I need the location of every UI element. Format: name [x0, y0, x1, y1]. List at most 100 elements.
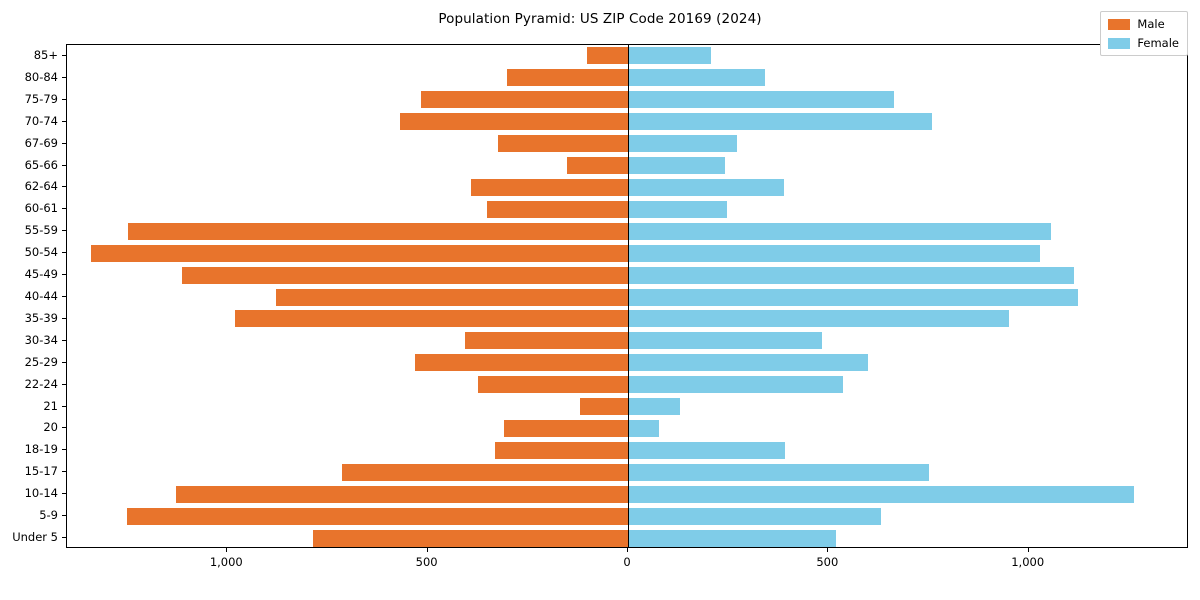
bar-female-under-5	[628, 529, 837, 547]
x-tick-mark	[1027, 548, 1029, 552]
bar-female-21	[628, 398, 681, 416]
y-tick-label: 50-54	[24, 245, 58, 260]
legend-swatch-male	[1108, 18, 1131, 30]
y-tick-mark	[62, 537, 66, 539]
y-tick-label: 85+	[33, 47, 58, 62]
chart-legend: Male Female	[1100, 11, 1188, 56]
bar-female-65-66	[628, 157, 726, 175]
bar-female-25-29	[628, 354, 869, 372]
bar-male-80-84	[506, 69, 628, 87]
bar-male-50-54	[91, 244, 628, 262]
y-tick-mark	[62, 230, 66, 232]
chart-title: Population Pyramid: US ZIP Code 20169 (2…	[438, 11, 762, 27]
bar-male-35-39	[234, 310, 628, 328]
legend-swatch-female	[1108, 37, 1131, 49]
bar-male-65-66	[566, 157, 628, 175]
y-tick-label: 75-79	[24, 91, 58, 106]
x-tick-label: 500	[816, 555, 839, 569]
bar-female-18-19	[628, 441, 786, 459]
y-tick-label: 18-19	[24, 442, 58, 457]
y-tick-mark	[62, 427, 66, 429]
y-tick-mark	[62, 296, 66, 297]
y-tick-mark	[62, 142, 66, 144]
y-tick-label: 30-34	[24, 332, 58, 347]
bar-male-20	[503, 419, 628, 437]
bar-male-67-69	[497, 135, 628, 153]
y-axis-labels: 85+ 80-84 75-79 70-74 67-69 65-66 62-64 60-61 55…	[0, 44, 58, 548]
y-tick-mark	[62, 515, 66, 517]
y-tick-mark	[62, 274, 66, 276]
bar-female-22-24	[628, 376, 844, 394]
y-tick-label: 60-61	[24, 201, 58, 216]
bar-male-21	[579, 398, 628, 416]
bar-female-15-17	[628, 463, 929, 481]
y-tick-mark	[62, 76, 66, 78]
bar-female-10-14	[628, 485, 1135, 503]
bar-female-62-64	[628, 178, 784, 196]
y-tick-label: 35-39	[24, 310, 58, 325]
bar-female-80-84	[628, 69, 766, 87]
legend-label-male: Male	[1137, 17, 1165, 31]
y-tick-label: 62-64	[24, 179, 58, 194]
bar-male-under-5	[312, 529, 628, 547]
bar-female-45-49	[628, 266, 1074, 284]
x-tick-mark	[827, 548, 829, 552]
bar-male-30-34	[464, 332, 628, 350]
bars-layer	[67, 45, 1187, 547]
y-tick-mark	[62, 120, 66, 122]
y-tick-mark	[62, 317, 66, 319]
zero-axis-line	[628, 45, 629, 547]
bar-male-18-19	[494, 441, 628, 459]
bar-female-5-9	[628, 507, 882, 525]
y-tick-label: 40-44	[24, 289, 58, 303]
y-tick-mark	[62, 252, 66, 254]
y-tick-label: 45-49	[24, 267, 58, 282]
x-tick-label: 1,000	[1011, 555, 1045, 569]
y-tick-mark	[62, 383, 66, 385]
x-tick-mark	[226, 548, 228, 552]
bar-male-15-17	[341, 463, 628, 481]
legend-item-male: Male	[1108, 17, 1179, 31]
y-tick-mark	[62, 471, 66, 473]
y-tick-mark	[62, 405, 66, 407]
bar-male-62-64	[470, 178, 628, 196]
y-tick-label: Under 5	[12, 530, 58, 545]
y-tick-label: 20	[43, 420, 58, 435]
bar-female-40-44	[628, 288, 1079, 306]
bar-female-75-79	[628, 91, 894, 109]
bar-male-70-74	[400, 113, 628, 131]
bar-female-85-	[628, 47, 711, 65]
bar-male-5-9	[126, 507, 628, 525]
x-tick-mark	[627, 548, 628, 552]
y-tick-mark	[62, 339, 66, 341]
y-tick-mark	[62, 186, 66, 188]
bar-female-55-59	[628, 222, 1051, 240]
y-tick-mark	[62, 98, 66, 100]
y-tick-label: 65-66	[24, 157, 58, 172]
bar-female-35-39	[628, 310, 1010, 328]
legend-label-female: Female	[1137, 36, 1179, 50]
bar-male-22-24	[478, 376, 628, 394]
bar-male-75-79	[420, 91, 628, 109]
bar-female-50-54	[628, 244, 1041, 262]
plot-area	[66, 44, 1188, 548]
bar-male-60-61	[486, 200, 628, 218]
y-tick-mark	[62, 208, 66, 210]
bar-female-70-74	[628, 113, 932, 131]
x-tick-label: 500	[415, 555, 438, 569]
y-tick-mark	[62, 449, 66, 451]
bar-female-60-61	[628, 200, 728, 218]
y-tick-label: 22-24	[24, 376, 58, 391]
bar-male-85-	[587, 47, 628, 65]
y-tick-label: 25-29	[24, 354, 58, 369]
x-tick-label: 0	[623, 555, 631, 569]
bar-male-40-44	[276, 288, 628, 306]
bar-female-20	[628, 419, 659, 437]
y-tick-mark	[62, 493, 66, 495]
y-tick-label: 70-74	[24, 113, 58, 128]
y-tick-mark	[62, 54, 66, 56]
y-tick-label: 21	[43, 398, 58, 413]
y-tick-label: 15-17	[24, 464, 58, 479]
y-tick-mark	[62, 361, 66, 363]
bar-female-67-69	[628, 135, 737, 153]
